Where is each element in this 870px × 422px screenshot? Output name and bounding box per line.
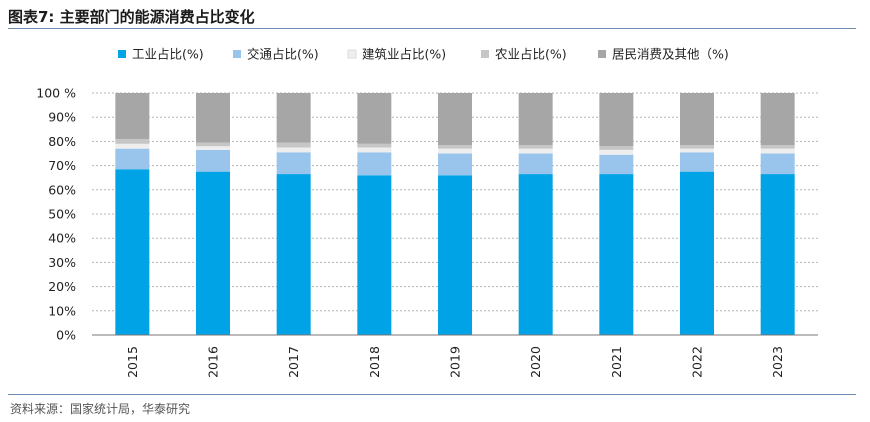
source-note: 资料来源：国家统计局，华泰研究 [10,402,191,416]
bar-group-2021 [599,93,634,335]
y-tick-label: 100 % [36,86,76,101]
bar-segment-series-5 [115,93,150,139]
bars [115,93,795,335]
bar-segment-series-1 [680,171,714,335]
bar-segment-series-3 [680,148,714,153]
legend-label: 工业占比(%) [132,47,204,62]
y-tick-label: 30% [48,255,76,270]
bar-segment-series-4 [276,142,311,148]
chart-title: 图表7: 主要部门的能源消费占比变化 [8,8,255,26]
bar-segment-series-3 [196,146,230,150]
y-tick-label: 10% [48,303,76,318]
bar-segment-series-4 [196,142,230,147]
bar-segment-series-5 [276,93,311,143]
y-axis: 0% 10% 20% 30% 40% 50% 60% 70% 80% 90% 100 % [36,86,76,343]
bar-segment-series-4 [518,145,553,149]
legend-swatch [233,50,241,58]
y-tick-label: 90% [48,110,76,125]
bar-segment-series-3 [760,148,795,154]
bar-segment-series-2 [680,152,714,172]
bar-segment-series-2 [599,154,634,175]
bar-segment-series-1 [518,174,553,335]
y-tick-label: 0% [56,328,76,343]
bar-group-2016 [196,93,230,335]
title-divider [8,28,856,29]
bar-segment-series-5 [357,93,392,144]
bar-segment-series-2 [438,153,472,176]
bar-segment-series-4 [115,138,150,144]
x-tick-label: 2022 [690,346,705,378]
stacked-bar-chart: 工业占比(%) 交通占比(%) 建筑业占比(%) 农业占比(%) 居民消费及其他（%) … [36,47,818,378]
bar-segment-series-2 [115,148,150,170]
x-tick-label: 2017 [286,346,301,378]
footer-divider [8,394,856,395]
legend-swatch [118,50,126,58]
bar-group-2019 [438,93,472,335]
legend-label: 建筑业占比(%) [362,47,446,62]
legend-label: 交通占比(%) [247,47,319,62]
legend-swatch [347,49,357,59]
bar-group-2018 [357,93,392,335]
x-tick-label: 2020 [528,346,543,378]
bar-segment-series-5 [438,93,472,146]
y-tick-label: 40% [48,231,76,246]
bar-group-2015 [115,93,150,335]
legend-label: 居民消费及其他（%) [612,47,729,62]
bar-segment-series-2 [357,152,392,176]
bar-group-2022 [680,93,714,335]
bar-segment-series-1 [760,174,795,335]
bar-segment-series-5 [196,93,230,143]
bar-segment-series-3 [276,147,311,153]
legend-swatch [481,50,489,58]
bar-segment-series-4 [357,143,392,148]
bar-segment-series-5 [518,93,553,146]
bar-segment-series-3 [599,149,634,155]
bar-segment-series-2 [276,152,311,175]
bar-segment-series-4 [760,145,795,149]
x-tick-label: 2015 [125,346,140,378]
bar-segment-series-4 [599,146,634,150]
bar-segment-series-3 [518,148,553,154]
bar-segment-series-2 [760,153,795,175]
x-tick-label: 2023 [770,346,785,378]
bar-segment-series-1 [196,171,230,335]
bar-segment-series-3 [438,148,472,154]
bar-segment-series-1 [357,175,392,335]
bar-segment-series-1 [438,175,472,335]
x-tick-label: 2016 [206,346,221,378]
legend-label: 农业占比(%) [495,47,567,62]
bar-segment-series-4 [438,145,472,149]
bar-segment-series-3 [115,143,150,149]
legend: 工业占比(%) 交通占比(%) 建筑业占比(%) 农业占比(%) 居民消费及其他（%) [118,47,729,62]
bar-segment-series-1 [115,169,150,335]
bar-segment-series-3 [357,147,392,153]
y-tick-label: 20% [48,279,76,294]
bar-segment-series-2 [518,153,553,175]
bar-group-2020 [518,93,553,335]
bar-segment-series-2 [196,149,230,172]
y-tick-label: 60% [48,182,76,197]
bar-segment-series-5 [680,93,714,146]
bar-segment-series-1 [276,174,311,335]
x-tick-label: 2021 [609,346,624,378]
y-tick-label: 80% [48,134,76,149]
x-tick-label: 2019 [448,346,463,378]
x-tick-label: 2018 [367,346,382,378]
y-tick-label: 70% [48,158,76,173]
bar-segment-series-5 [599,93,634,147]
bar-segment-series-5 [760,93,795,146]
bar-group-2023 [760,93,795,335]
bar-segment-series-4 [680,145,714,149]
bar-group-2017 [276,93,311,335]
legend-swatch [598,50,606,58]
x-axis: 2015 2016 2017 2018 2019 2020 2021 2022 2023 [92,334,818,378]
y-tick-label: 50% [48,207,76,222]
bar-segment-series-1 [599,174,634,335]
